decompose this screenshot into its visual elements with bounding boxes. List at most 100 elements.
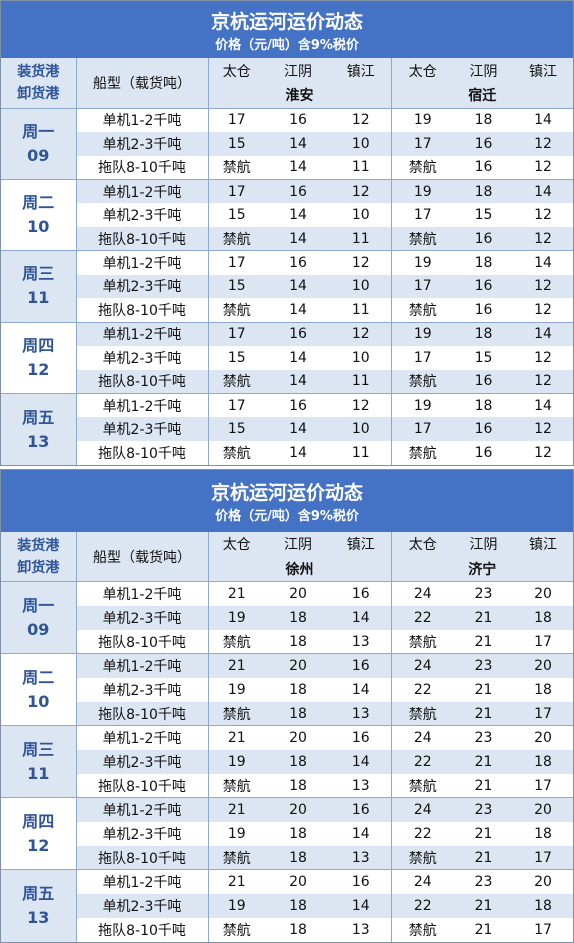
- price-cell: 21: [454, 605, 513, 630]
- day-date: 09: [27, 619, 50, 639]
- header-row: 徐州 济宁: [1, 556, 573, 582]
- price-cell: 11: [351, 445, 370, 462]
- price-cell: 禁航: [390, 773, 454, 798]
- price-cell: 13: [351, 921, 370, 938]
- ship-type: 拖队8-10千吨: [76, 701, 208, 726]
- price-cell: 18: [454, 393, 513, 418]
- price-cell: 19: [207, 821, 265, 846]
- price-cell: 19: [390, 393, 454, 418]
- price-cell: 20: [265, 797, 331, 822]
- price-cell: 17: [207, 178, 265, 204]
- price-cell: 20: [513, 653, 573, 678]
- day-date: 11: [27, 763, 50, 783]
- price-cell: 11: [351, 302, 370, 319]
- origin-header: 镇江: [513, 531, 573, 557]
- price-cell: 20: [265, 725, 331, 750]
- day-date: 13: [27, 908, 50, 928]
- data-row: 单机2-3千吨 15 14 10 17 15 12: [1, 345, 573, 370]
- price-cell: 23: [454, 653, 513, 678]
- price-cell: 18: [289, 825, 307, 842]
- ship-type: 单机2-3千吨: [76, 417, 208, 442]
- price-cell: 19: [390, 250, 454, 275]
- price-cell: 17: [390, 203, 454, 227]
- price-cell: 17: [207, 321, 265, 346]
- origin-header: 江阴: [454, 58, 513, 83]
- data-row: 拖队8-10千吨 禁航 14 11 禁航 16 12: [1, 441, 573, 465]
- price-cell: 12: [513, 274, 573, 299]
- price-cell: 23: [454, 725, 513, 750]
- ship-type: 单机2-3千吨: [102, 208, 182, 225]
- day-date: 12: [27, 359, 50, 379]
- header-row: 装货港 卸货港 船型（载货吨） 太仓 江阴 镇江 太仓 江阴 镇江: [1, 58, 573, 108]
- data-row: 拖队8-10千吨 禁航 14 11 禁航 16 12: [1, 369, 573, 394]
- unload-label: 卸货港: [17, 85, 60, 102]
- price-cell: 17: [207, 250, 265, 275]
- ship-type: 单机2-3千吨: [76, 274, 208, 299]
- price-cell: 24: [390, 653, 454, 678]
- day-date: 10: [27, 217, 50, 237]
- price-cell: 16: [265, 178, 331, 204]
- data-row: 周三 11 单机1-2千吨 21 20 16 24 23 20: [1, 725, 573, 798]
- price-cell: 14: [331, 893, 391, 918]
- destination-header: 济宁: [390, 556, 573, 582]
- ship-type: 拖队8-10千吨: [98, 160, 186, 177]
- price-cell: 12: [534, 445, 552, 462]
- price-cell: 11: [351, 159, 370, 176]
- price-cell: 禁航: [390, 155, 454, 180]
- day-name: 周五: [22, 407, 55, 427]
- price-cell: 10: [331, 417, 391, 442]
- price-cell: 23: [454, 869, 513, 894]
- ship-type-header: 船型（载货吨）: [76, 58, 208, 108]
- price-cell: 19: [207, 605, 265, 630]
- table-body: 装货港 卸货港 船型（载货吨） 太仓 江阴 镇江 太仓 江阴 镇江 徐州 济宁 周一 09 单机1-2千吨…: [1, 531, 573, 942]
- ship-type: 单机1-2千吨: [76, 250, 208, 275]
- price-cell: 23: [454, 581, 513, 606]
- day-cell: 周五 13: [1, 393, 77, 465]
- data-row: 单机2-3千吨 19 18 14 22 21 18: [1, 749, 573, 774]
- price-cell: 16: [454, 417, 513, 442]
- price-cell: 12: [513, 369, 573, 394]
- table-subtitle: 价格（元/吨）含9%税价: [215, 37, 359, 53]
- price-cell: 15: [207, 131, 265, 156]
- price-cell: 22: [390, 605, 454, 630]
- ship-type: 单机1-2千吨: [76, 178, 208, 204]
- price-cell: 14: [265, 131, 331, 156]
- ship-type: 单机1-2千吨: [76, 797, 208, 822]
- price-cell: 禁航: [390, 629, 454, 654]
- price-cell: 16: [331, 869, 391, 894]
- price-cell: 18: [289, 921, 307, 938]
- price-cell: 20: [265, 869, 331, 894]
- price-table-block: 京杭运河运价动态 价格（元/吨）含9%税价 装货港 卸货港 船型（载货吨） 太仓 江阴 镇江太…: [0, 468, 574, 943]
- ship-type: 单机2-3千吨: [76, 749, 208, 774]
- ship-type: 单机2-3千吨: [76, 131, 208, 156]
- price-cell: 21: [454, 749, 513, 774]
- price-cell: 16: [265, 321, 331, 346]
- price-cell: 17: [390, 417, 454, 442]
- price-cell: 20: [265, 581, 331, 606]
- price-cell: 17: [390, 131, 454, 156]
- price-cell: 12: [331, 107, 391, 132]
- price-cell: 16: [474, 445, 493, 462]
- price-cell: 16: [265, 250, 331, 275]
- ship-type: 拖队8-10千吨: [76, 226, 208, 251]
- load-label: 装货港: [17, 63, 60, 80]
- day-name: 周一: [22, 121, 55, 141]
- price-cell: 12: [513, 417, 573, 442]
- price-cell: 14: [331, 605, 391, 630]
- price-cell: 19: [390, 107, 454, 132]
- port-header: 装货港 卸货港: [1, 531, 77, 582]
- origin-header: 太仓: [390, 58, 454, 83]
- price-cell: 14: [289, 207, 307, 224]
- day-cell: 周三 11: [1, 725, 77, 798]
- data-row: 单机2-3千吨 19 18 14 22 21 18: [1, 677, 573, 702]
- price-cell: 21: [474, 921, 493, 938]
- price-cell: 禁航: [207, 629, 265, 654]
- price-cell: 12: [331, 178, 391, 204]
- price-cell: 13: [351, 777, 370, 794]
- price-cell: 17: [513, 845, 573, 870]
- price-cell: 禁航: [207, 701, 265, 726]
- destination-header: 宿迁: [390, 83, 573, 108]
- ship-type: 拖队8-10千吨: [98, 446, 186, 463]
- price-cell: 18: [534, 825, 552, 842]
